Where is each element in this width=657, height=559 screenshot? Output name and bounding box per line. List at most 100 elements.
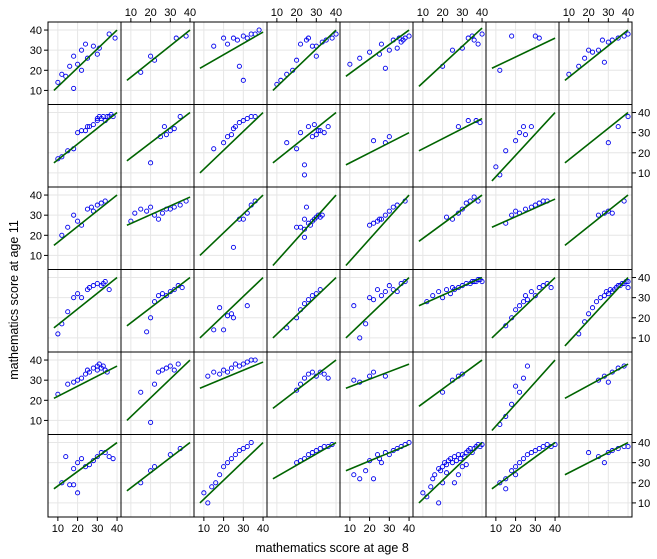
fit-line — [564, 363, 629, 399]
panel-content — [48, 352, 121, 435]
panel-content — [413, 352, 486, 435]
data-point — [230, 315, 237, 321]
x-tick-label: 40 — [184, 7, 196, 19]
fit-line — [126, 359, 191, 421]
panel-background — [121, 269, 194, 352]
data-point — [167, 363, 173, 369]
panel-background — [48, 269, 121, 352]
fit-line — [491, 198, 556, 228]
data-point — [382, 373, 388, 379]
fit-line — [53, 194, 118, 246]
data-point — [351, 303, 357, 309]
data-point — [55, 331, 61, 337]
data-point — [75, 291, 81, 297]
y-tick-label: 30 — [638, 458, 650, 470]
data-point — [516, 389, 523, 395]
data-point — [155, 369, 162, 375]
panel-content — [121, 104, 194, 187]
data-point — [71, 295, 77, 301]
data-point — [370, 138, 377, 144]
x-tick-label: 30 — [602, 7, 614, 19]
data-point — [457, 456, 463, 462]
data-point — [451, 480, 457, 486]
data-point — [159, 210, 165, 216]
panel-content — [121, 187, 194, 270]
data-point — [382, 65, 388, 71]
x-tick-label: 40 — [622, 7, 634, 19]
data-point — [294, 387, 300, 393]
panel-content — [559, 434, 632, 517]
panel-r5-c3 — [193, 351, 268, 435]
panel-content — [194, 352, 267, 435]
data-point — [465, 118, 471, 124]
data-point — [601, 293, 607, 299]
data-point — [244, 116, 250, 122]
x-tick-label: 40 — [330, 7, 342, 19]
data-point — [595, 212, 602, 218]
data-point — [363, 468, 369, 474]
data-point — [148, 419, 154, 425]
panel-background — [486, 352, 559, 435]
data-point — [144, 329, 150, 335]
fit-line — [418, 194, 483, 242]
fit-line — [345, 276, 410, 339]
panel-r3-c2 — [120, 186, 195, 270]
fit-line — [491, 112, 556, 182]
data-point — [313, 132, 319, 138]
x-tick-label: 30 — [383, 523, 395, 535]
y-tick-label: 40 — [30, 355, 42, 367]
data-point — [78, 67, 85, 73]
data-point — [471, 194, 477, 200]
data-point — [586, 47, 592, 53]
panel-content — [340, 269, 413, 352]
data-point — [98, 200, 104, 206]
data-point — [244, 359, 250, 365]
data-point — [382, 289, 388, 295]
y-tick-label: 10 — [30, 85, 42, 97]
data-point — [240, 77, 246, 83]
data-point — [536, 200, 542, 206]
y-tick-label: 10 — [638, 498, 650, 510]
data-point — [248, 439, 254, 446]
data-point — [479, 31, 485, 37]
data-point — [374, 452, 381, 458]
data-point — [112, 35, 118, 41]
panel-r4-c6 — [412, 269, 487, 353]
panel-r4-c2 — [120, 269, 195, 353]
panel-background — [267, 22, 340, 105]
x-tick-label: 10 — [563, 7, 575, 19]
panel-content — [48, 104, 121, 187]
x-tick-label: 10 — [198, 523, 210, 535]
data-point — [520, 375, 527, 381]
data-point — [323, 37, 329, 43]
panel-background — [121, 434, 194, 517]
fit-line — [564, 277, 629, 347]
data-point — [528, 450, 534, 456]
fit-line — [272, 29, 337, 91]
y-tick-label: 30 — [30, 375, 42, 387]
data-point — [493, 164, 499, 170]
data-point — [317, 369, 323, 375]
data-point — [148, 315, 154, 321]
fit-line — [564, 194, 629, 246]
x-tick-label: 20 — [509, 523, 521, 535]
y-axis-title: mathematics score at age 11 — [7, 220, 21, 380]
data-point — [224, 460, 231, 466]
data-point — [459, 464, 465, 470]
x-tick-label: 40 — [111, 523, 123, 535]
data-point — [440, 389, 446, 395]
data-point — [367, 373, 373, 379]
data-point — [351, 377, 357, 383]
panel-content — [48, 187, 121, 270]
data-point — [244, 303, 250, 309]
data-point — [532, 293, 538, 299]
data-point — [240, 216, 246, 222]
fit-line — [53, 276, 118, 329]
panel-r3-c1 — [47, 186, 122, 270]
panel-background — [267, 269, 340, 352]
data-point — [319, 212, 325, 218]
data-point — [221, 327, 227, 333]
panel-content — [267, 104, 340, 187]
panel-r1-c5 — [339, 21, 414, 105]
data-point — [284, 140, 290, 146]
